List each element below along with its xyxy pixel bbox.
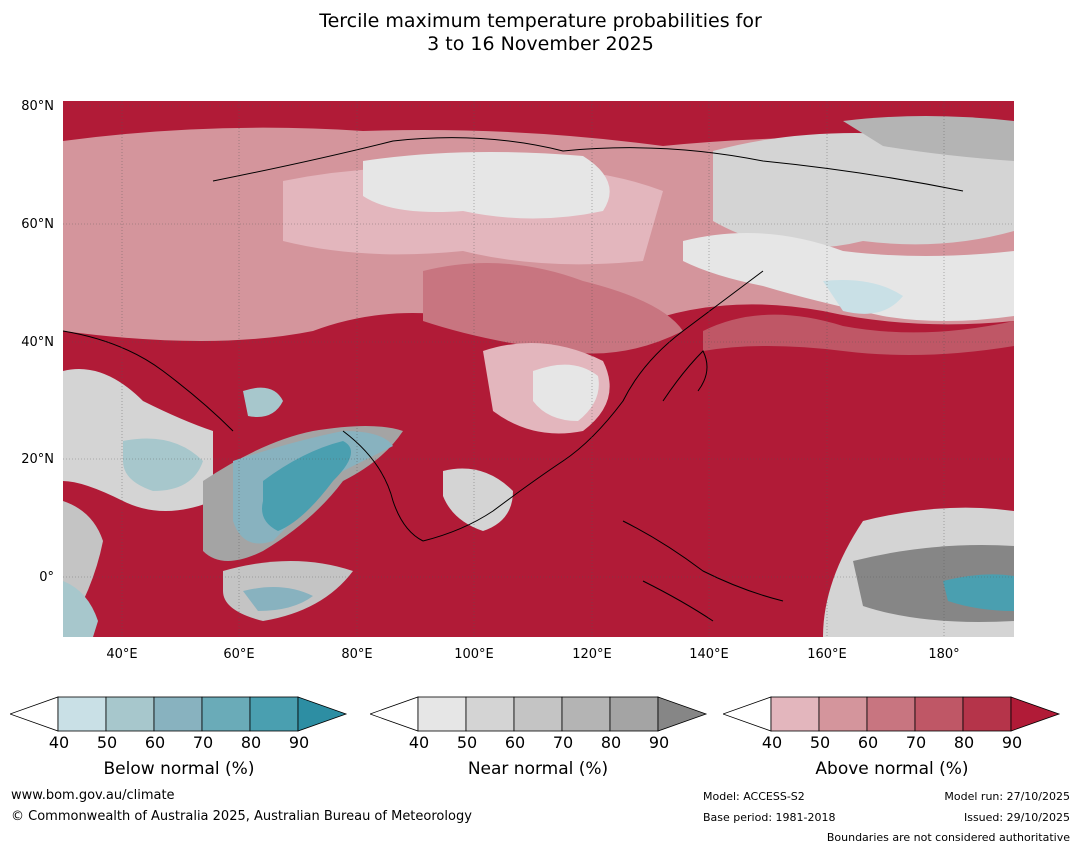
below-normal-label: Below normal (%) <box>103 759 255 779</box>
below-tick-60: 60 <box>144 733 166 752</box>
below-colorbar-segment <box>201 696 251 732</box>
lat-label-20n: 20°N <box>21 452 54 467</box>
near-tick-50: 50 <box>456 733 478 752</box>
coastline-arctic <box>212 137 964 192</box>
above-tick-90: 90 <box>1001 733 1023 752</box>
above-colorbar-extend-low <box>723 696 772 732</box>
below-tick-40: 40 <box>48 733 70 752</box>
medium-pink-mongolia <box>423 263 683 354</box>
colorbar-above-normal <box>723 696 1061 732</box>
gridlines <box>63 101 1014 637</box>
lat-label-80n: 80°N <box>21 99 54 114</box>
below-colorbar-extend-low <box>10 696 59 732</box>
near-tick-80: 80 <box>600 733 622 752</box>
below-colorbar-segment <box>249 696 299 732</box>
coastline-japan <box>662 350 708 402</box>
lon-label-100e: 100°E <box>454 647 494 662</box>
model-text: Model: ACCESS-S2 <box>703 790 805 803</box>
near-normal-indochina <box>443 468 513 531</box>
above-colorbar-segment <box>818 696 868 732</box>
below-tick-90: 90 <box>288 733 310 752</box>
title-line-1: Tercile maximum temperature probabilitie… <box>319 10 762 32</box>
base-period-text: Base period: 1981-2018 <box>703 811 836 824</box>
model-run-text: Model run: 27/10/2025 <box>944 790 1070 803</box>
near-normal-east-siberia <box>713 133 1014 248</box>
below-normal-arabia <box>123 438 203 491</box>
probability-map <box>63 101 1014 637</box>
below-colorbar-segment <box>57 696 107 732</box>
lon-label-60e: 60°E <box>223 647 255 662</box>
medium-pink-nw-pacific <box>703 314 1014 355</box>
above-tick-80: 80 <box>953 733 975 752</box>
near-tick-90: 90 <box>648 733 670 752</box>
below-colorbar-extend-high <box>297 696 348 732</box>
below-normal-equatorial-indian <box>243 587 313 611</box>
lon-label-140e: 140°E <box>689 647 729 662</box>
title-line-2: 3 to 16 November 2025 <box>427 33 654 55</box>
above-colorbar-segment <box>962 696 1012 732</box>
near-colorbar-extend-high <box>657 696 708 732</box>
near-tick-40: 40 <box>408 733 430 752</box>
lat-label-40n: 40°N <box>21 335 54 350</box>
below-normal-arabian-sea-core <box>262 441 351 531</box>
lon-label-120e: 120°E <box>572 647 612 662</box>
near-colorbar-segment <box>465 696 515 732</box>
above-tick-60: 60 <box>857 733 879 752</box>
lon-label-80e: 80°E <box>341 647 373 662</box>
coastline-asia <box>63 270 764 542</box>
lat-label-0: 0° <box>39 570 54 585</box>
near-tick-70: 70 <box>552 733 574 752</box>
below-normal-pacific-north <box>823 280 903 314</box>
map-title: Tercile maximum temperature probabilitie… <box>0 10 1081 56</box>
near-normal-okhotsk <box>683 233 1014 321</box>
above-tick-50: 50 <box>809 733 831 752</box>
lon-label-40e: 40°E <box>106 647 138 662</box>
below-colorbar-segment <box>153 696 203 732</box>
above-normal-label: Above normal (%) <box>815 759 969 779</box>
near-colorbar-segment <box>609 696 659 732</box>
near-colorbar-segment <box>417 696 467 732</box>
below-normal-persia <box>243 387 283 417</box>
below-normal-east-africa <box>63 581 98 637</box>
below-normal-south-pacific <box>943 574 1014 611</box>
lon-label-180: 180° <box>928 647 960 662</box>
copyright-text: © Commonwealth of Australia 2025, Austra… <box>11 809 472 824</box>
near-colorbar-segment <box>561 696 611 732</box>
lon-label-160e: 160°E <box>807 647 847 662</box>
below-tick-50: 50 <box>96 733 118 752</box>
near-colorbar-segment <box>513 696 563 732</box>
colorbar-near-normal <box>370 696 708 732</box>
lat-label-60n: 60°N <box>21 217 54 232</box>
coastline-indonesia <box>622 520 784 622</box>
website-link[interactable]: www.bom.gov.au/climate <box>11 788 175 803</box>
above-tick-40: 40 <box>761 733 783 752</box>
above-tick-70: 70 <box>905 733 927 752</box>
near-normal-label: Near normal (%) <box>467 759 609 779</box>
above-colorbar-extend-high <box>1010 696 1061 732</box>
near-normal-arctic-east <box>843 116 1014 161</box>
near-colorbar-extend-low <box>370 696 419 732</box>
boundaries-disclaimer: Boundaries are not considered authoritat… <box>826 831 1070 844</box>
above-colorbar-segment <box>914 696 964 732</box>
issued-text: Issued: 29/10/2025 <box>963 811 1070 824</box>
below-tick-70: 70 <box>192 733 214 752</box>
above-colorbar-segment <box>770 696 820 732</box>
colorbar-below-normal <box>10 696 348 732</box>
below-tick-80: 80 <box>240 733 262 752</box>
near-normal-central-siberia <box>363 152 610 219</box>
below-colorbar-segment <box>105 696 155 732</box>
near-normal-east-china <box>533 364 599 421</box>
near-tick-60: 60 <box>504 733 526 752</box>
above-colorbar-segment <box>866 696 916 732</box>
